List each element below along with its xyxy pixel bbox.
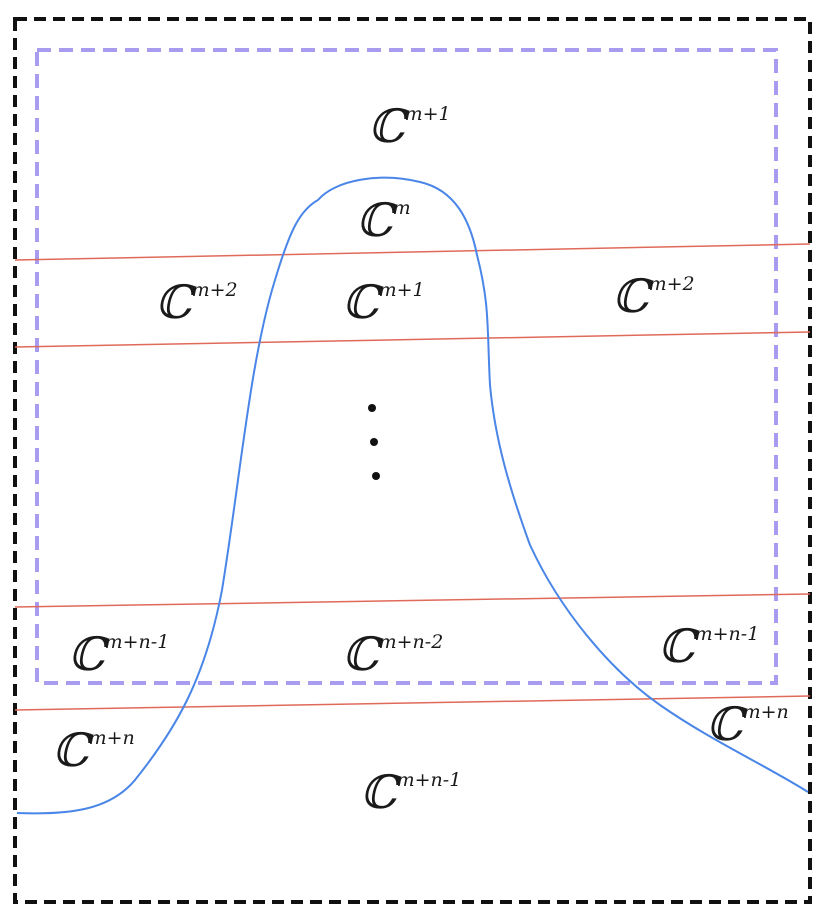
region-label-bottom-left: ℂm+n [52, 723, 135, 777]
ellipsis-dot [368, 404, 376, 412]
ellipsis-dot [370, 438, 378, 446]
region-label-band1-left: ℂm+2 [155, 275, 238, 329]
region-label-bottom-mid: ℂm+n-1 [360, 765, 461, 819]
region-label-inside-top: ℂm [356, 193, 411, 247]
region-label-band-last-right: ℂm+n-1 [658, 619, 759, 673]
level-line-4 [14, 695, 811, 711]
level-line-2 [14, 331, 811, 348]
region-label-band1-right: ℂm+2 [612, 269, 695, 323]
outer-dashed-boundary [13, 17, 812, 904]
region-label-bottom-right: ℂm+n [706, 697, 789, 751]
level-line-3 [14, 593, 811, 608]
level-line-1 [14, 243, 811, 261]
region-label-band-last-mid: ℂm+n-2 [342, 627, 443, 681]
ellipsis-dot [372, 472, 380, 480]
region-label-top: ℂm+1 [368, 99, 451, 153]
region-label-band1-mid: ℂm+1 [342, 275, 425, 329]
region-label-band-last-left: ℂm+n-1 [68, 627, 169, 681]
inner-dashed-boundary [35, 48, 778, 685]
bump-curve [16, 176, 809, 815]
